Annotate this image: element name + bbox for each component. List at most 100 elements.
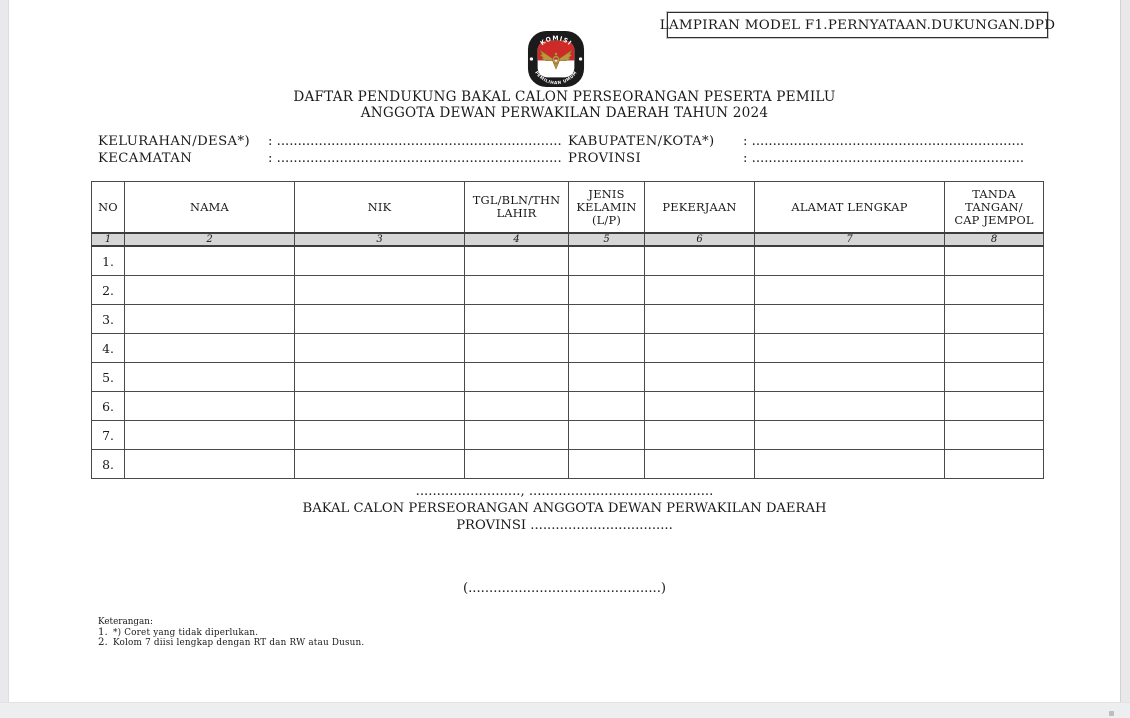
cell-no: 6. [91,391,125,421]
cell-empty [464,449,569,479]
cell-empty [644,304,755,334]
signer-name-line: (.......................................… [462,581,667,596]
col-header-nik: NIK [294,181,465,234]
cell-empty [944,391,1044,421]
cell-empty [464,245,569,276]
note-number: 1. [98,626,108,638]
cell-no: 1. [91,245,125,276]
field-row-2: KECAMATAN : ............................… [98,151,1098,168]
emblem-right-dot [578,57,583,61]
cell-empty [294,391,465,421]
cell-empty [754,449,945,479]
cell-empty [568,391,645,421]
cell-empty [124,245,295,276]
cell-no: 5. [91,362,125,392]
form-title-line1: DAFTAR PENDUKUNG BAKAL CALON PERSEORANGA… [293,89,836,105]
note-text: Kolom 7 diisi lengkap dengan RT dan RW a… [113,638,365,648]
table-row: 3. [91,304,1044,334]
cell-empty [644,275,755,305]
cell-empty [754,362,945,392]
document-page[interactable]: LAMPIRAN MODEL F1.PERNYATAAN.DUKUNGAN.DP… [8,0,1121,704]
keterangan-notes: Keterangan: 1. *) Coret yang tidak diper… [98,617,364,649]
cell-empty [464,362,569,392]
cell-empty [944,245,1044,276]
field-value-provinsi: : ......................................… [743,150,1025,166]
cell-empty [644,362,755,392]
table-row: 8. [91,449,1044,479]
col-number: 7 [754,232,945,247]
signer-province-line: PROVINSI ...............................… [456,517,673,533]
cell-empty [294,449,465,479]
supporters-table: NO NAMA NIK TGL/BLN/THN LAHIR JENIS KELA… [91,181,1044,479]
cell-empty [124,420,295,450]
note-number: 2. [98,637,108,648]
notes-heading: Keterangan: [98,617,153,627]
cell-empty [644,420,755,450]
cell-empty [644,391,755,421]
cell-empty [944,449,1044,479]
cell-empty [944,420,1044,450]
cell-empty [644,449,755,479]
kpu-emblem-icon: KOMISI PEMILIHAN UMUM [527,30,585,88]
cell-no: 8. [91,449,125,479]
lampiran-label: LAMPIRAN MODEL F1.PERNYATAAN.DUKUNGAN.DP… [659,17,1056,33]
cell-empty [754,275,945,305]
cell-empty [124,275,295,305]
table-row: 2. [91,275,1044,305]
col-header-tgl-lahir: TGL/BLN/THN LAHIR [464,181,569,234]
field-label-kelurahan: KELURAHAN/DESA*) [98,134,250,149]
cell-no: 7. [91,420,125,450]
col-number: 2 [124,232,295,247]
cell-empty [568,449,645,479]
cell-empty [464,391,569,421]
note-item-2: 2. Kolom 7 diisi lengkap dengan RT dan R… [98,637,365,649]
col-header-tanda-tangan: TANDA TANGAN/ CAP JEMPOL [944,181,1044,234]
col-number: 6 [644,232,755,247]
cell-empty [294,245,465,276]
field-value-kabupaten: : ......................................… [743,134,1025,149]
field-label-kabupaten: KABUPATEN/KOTA*) [568,134,715,149]
cell-empty [754,245,945,276]
form-title-line2: ANGGOTA DEWAN PERWAKILAN DAERAH TAHUN 20… [360,104,769,121]
cell-empty [464,420,569,450]
field-label-kecamatan: KECAMATAN [98,150,193,166]
cell-empty [568,275,645,305]
field-label-provinsi: PROVINSI [568,150,642,166]
cell-empty [644,333,755,363]
table-row: 6. [91,391,1044,421]
field-value-kelurahan: : ......................................… [268,134,562,149]
cell-empty [464,333,569,363]
cell-empty [124,449,295,479]
col-header-jenis-kelamin: JENIS KELAMIN (L/P) [568,181,645,234]
cell-empty [944,304,1044,334]
col-header-alamat: ALAMAT LENGKAP [754,181,945,234]
cell-empty [568,333,645,363]
field-value-kecamatan: : ......................................… [268,150,562,166]
location-fields: KELURAHAN/DESA*) : .....................… [98,134,1098,167]
cell-empty [294,333,465,363]
cell-no: 2. [91,275,125,305]
cell-empty [124,362,295,392]
note-item-1: 1. *) Coret yang tidak diperlukan. [98,626,364,639]
cell-empty [944,275,1044,305]
col-header-nama: NAMA [124,181,295,234]
cell-empty [568,304,645,334]
cell-empty [568,362,645,392]
cell-empty [464,275,569,305]
col-number: 1 [91,232,125,247]
cell-empty [754,304,945,334]
cell-empty [124,304,295,334]
cell-empty [754,333,945,363]
cell-empty [294,362,465,392]
viewer-corner-artifact [1109,711,1114,716]
col-header-no: NO [91,181,125,234]
cell-empty [124,333,295,363]
table-row: 7. [91,420,1044,450]
cell-no: 4. [91,333,125,363]
emblem-left-dot [529,57,534,61]
table-row: 5. [91,362,1044,392]
kpu-logo: KOMISI PEMILIHAN UMUM [527,30,585,88]
viewer-bottom-bar [0,702,1130,718]
cell-empty [644,245,755,276]
cell-no: 3. [91,304,125,334]
